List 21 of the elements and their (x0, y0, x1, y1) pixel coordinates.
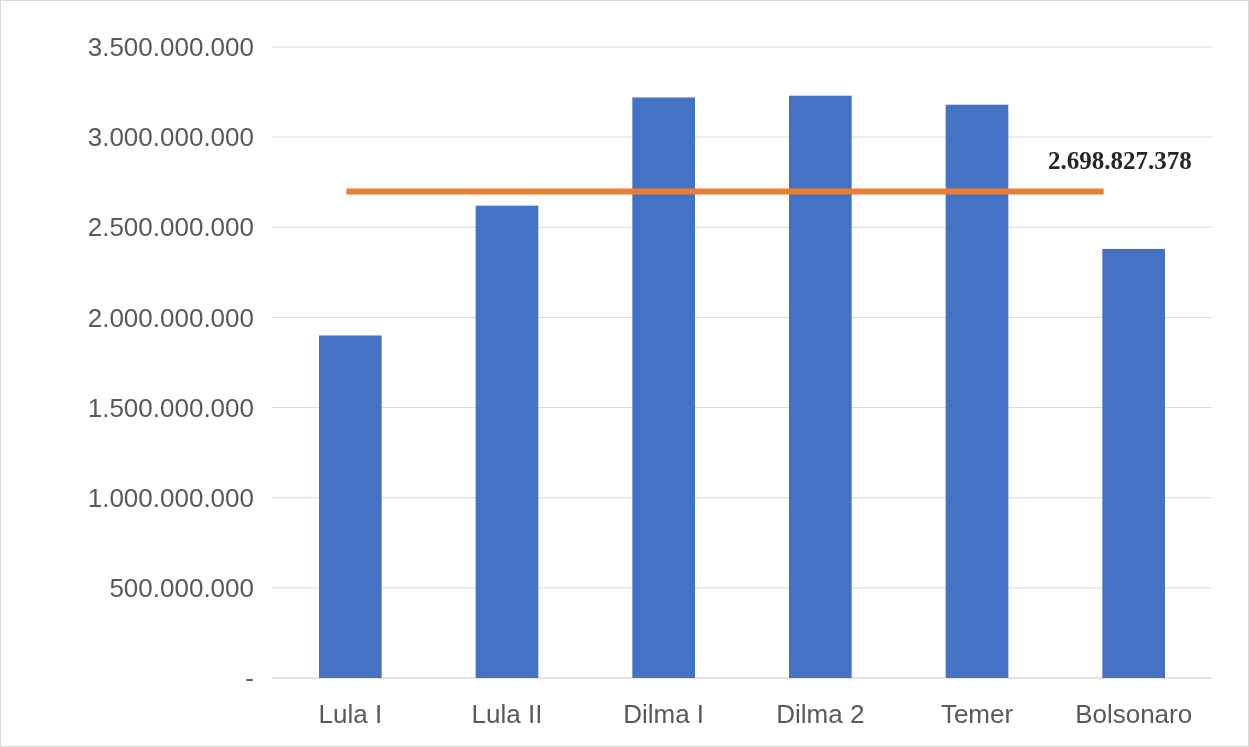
x-tick-label: Dilma I (623, 699, 705, 730)
y-tick-label: 500.000.000 (109, 572, 254, 603)
x-tick-label: Lula I (318, 699, 383, 730)
x-tick-label: Bolsonaro (1075, 699, 1193, 730)
bar (319, 335, 382, 678)
bar (475, 205, 539, 678)
ref-line-label: 2.698.827.378 (1047, 147, 1192, 175)
bar (789, 95, 852, 678)
x-tick-label: Lula II (471, 699, 543, 730)
bar (1102, 248, 1165, 678)
bar (632, 97, 695, 678)
y-tick-label: 1.000.000.000 (87, 482, 254, 513)
y-tick-label: - (245, 663, 254, 694)
bar (945, 104, 1009, 678)
y-tick-label: 2.000.000.000 (87, 302, 254, 333)
y-tick-label: 3.000.000.000 (87, 122, 254, 153)
x-tick-label: Dilma 2 (776, 699, 865, 730)
y-tick-label: 3.500.000.000 (87, 32, 254, 63)
y-tick-label: 1.500.000.000 (87, 392, 254, 423)
x-tick-label: Temer (940, 699, 1014, 730)
y-tick-label: 2.500.000.000 (87, 212, 254, 243)
